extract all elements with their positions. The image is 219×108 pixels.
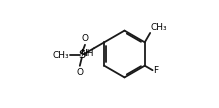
Text: NH: NH bbox=[80, 49, 94, 58]
Text: O: O bbox=[76, 68, 83, 77]
Text: F: F bbox=[153, 66, 158, 75]
Text: CH₃: CH₃ bbox=[53, 51, 69, 60]
Text: CH₃: CH₃ bbox=[151, 23, 167, 33]
Text: S: S bbox=[78, 50, 85, 60]
Text: O: O bbox=[81, 34, 88, 43]
